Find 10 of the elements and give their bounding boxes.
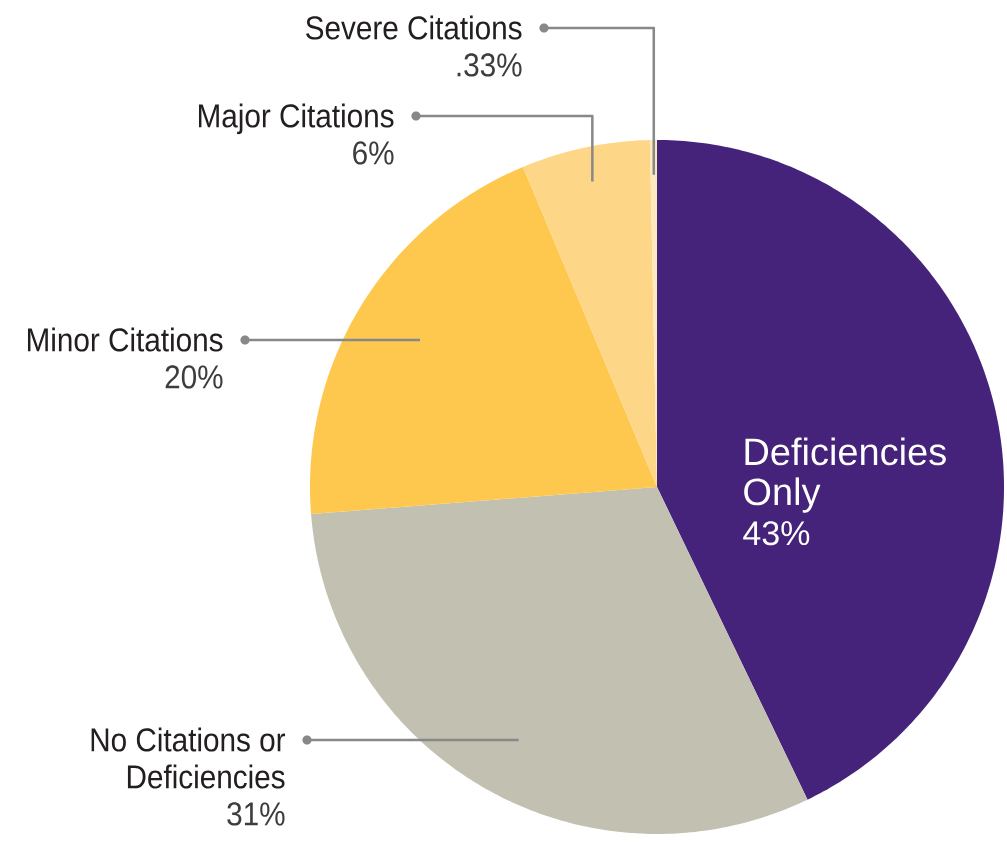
data-label: 20% xyxy=(165,365,223,389)
slice-label: Deficiencies Only xyxy=(744,437,946,513)
data-label: 43% xyxy=(743,521,810,546)
data-label: 6% xyxy=(353,141,394,165)
slice-label: Minor Citations xyxy=(27,327,223,352)
slice-label: Major Citations xyxy=(198,103,394,135)
slice-label: No Citations or Deficiencies xyxy=(91,727,286,789)
slice-label: Severe Citations xyxy=(306,15,522,40)
data-label: .33% xyxy=(457,53,522,77)
data-label: 31% xyxy=(227,802,285,826)
